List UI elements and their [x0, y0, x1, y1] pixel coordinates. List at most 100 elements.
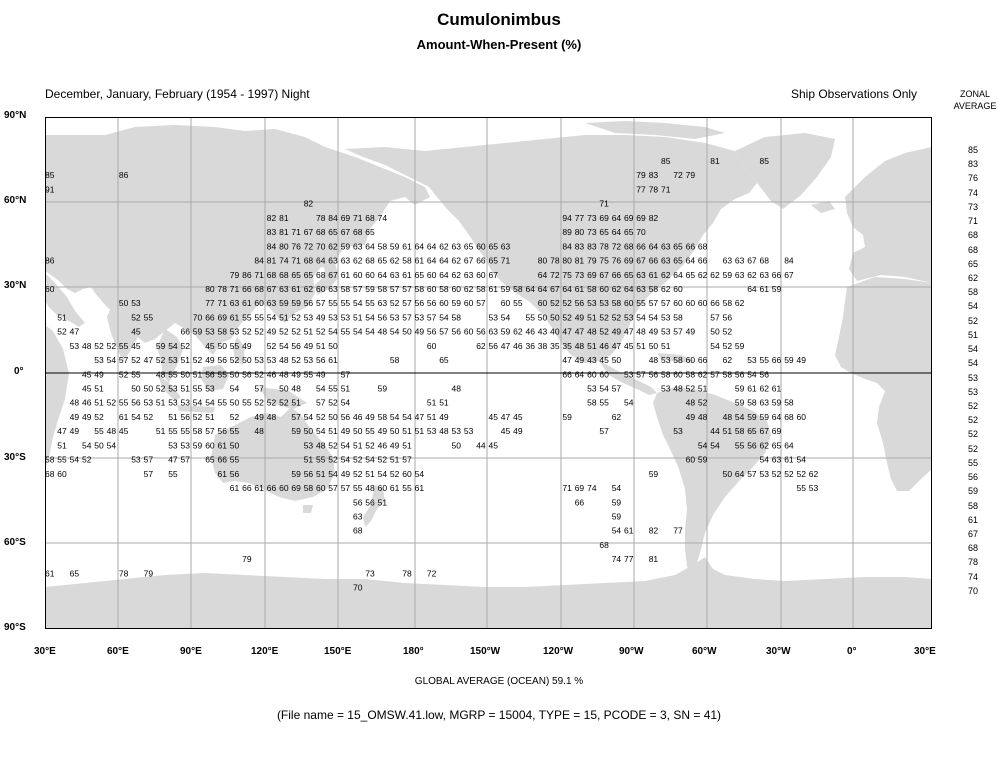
- grid-value: 63: [341, 256, 351, 266]
- lon-label-60e: 60°E: [107, 646, 129, 657]
- grid-value: 48: [673, 384, 683, 394]
- grid-value: 58: [723, 369, 733, 379]
- grid-value: 68: [599, 540, 609, 550]
- grid-value: 54: [710, 341, 720, 351]
- grid-value: 79: [636, 170, 646, 180]
- grid-value: 55: [328, 384, 338, 394]
- grid-value: 50: [328, 412, 338, 422]
- grid-value: 71: [501, 256, 511, 266]
- grid-value: 59: [784, 355, 794, 365]
- grid-value: 48: [587, 327, 597, 337]
- zonal-average-value: 65: [968, 258, 979, 269]
- grid-value: 56: [575, 298, 585, 308]
- grid-value: 61: [218, 440, 228, 450]
- grid-value: 51: [328, 426, 338, 436]
- grid-value: 52: [353, 469, 363, 479]
- chart-title: Cumulonimbus: [437, 10, 561, 29]
- grid-value: 73: [587, 227, 597, 237]
- grid-value: 79: [587, 256, 597, 266]
- grid-value: 57: [402, 455, 412, 465]
- grid-value: 53: [661, 312, 671, 322]
- zonal-average-value: 52: [968, 443, 979, 454]
- grid-value: 51: [402, 440, 412, 450]
- grid-value: 57: [649, 298, 659, 308]
- grid-value: 61: [45, 568, 55, 578]
- grid-value: 61: [119, 412, 129, 422]
- grid-value: 65: [439, 355, 449, 365]
- grid-value: 57: [612, 384, 622, 394]
- grid-value: 52: [599, 312, 609, 322]
- grid-value: 52: [772, 469, 782, 479]
- grid-value: 49: [94, 369, 104, 379]
- grid-value: 49: [575, 355, 585, 365]
- land-india: [107, 307, 141, 361]
- grid-value: 52: [365, 440, 375, 450]
- grid-value: 72: [427, 568, 437, 578]
- grid-value: 79: [242, 554, 252, 564]
- grid-value: 49: [205, 355, 215, 365]
- grid-value: 52: [181, 341, 191, 351]
- grid-value: 68: [760, 256, 770, 266]
- grid-value: 72: [550, 270, 560, 280]
- grid-value: 58: [723, 298, 733, 308]
- grid-value: 51: [205, 412, 215, 422]
- grid-value: 54: [415, 469, 425, 479]
- grid-value: 61: [649, 270, 659, 280]
- grid-value: 58: [476, 284, 486, 294]
- grid-value: 84: [254, 256, 264, 266]
- grid-value: 67: [760, 426, 770, 436]
- grid-value: 67: [784, 270, 794, 280]
- grid-value: 52: [291, 312, 301, 322]
- grid-value: 51: [94, 384, 104, 394]
- grid-value: 62: [698, 270, 708, 280]
- grid-value: 55: [735, 440, 745, 450]
- grid-value: 60: [673, 369, 683, 379]
- land-south-america: [653, 387, 771, 573]
- grid-value: 47: [575, 327, 585, 337]
- grid-value: 52: [723, 327, 733, 337]
- grid-value: 62: [809, 469, 819, 479]
- grid-value: 53: [168, 355, 178, 365]
- grid-value: 52: [328, 398, 338, 408]
- grid-value: 59: [291, 469, 301, 479]
- grid-value: 71: [661, 184, 671, 194]
- grid-value: 63: [489, 327, 499, 337]
- grid-value: 51: [661, 341, 671, 351]
- zonal-average-value: 51: [968, 329, 979, 340]
- grid-value: 56: [242, 369, 252, 379]
- grid-value: 59: [612, 497, 622, 507]
- grid-value: 62: [612, 284, 622, 294]
- grid-value: 48: [267, 412, 277, 422]
- grid-value: 64: [686, 256, 696, 266]
- grid-value: 59: [193, 440, 203, 450]
- grid-value: 43: [587, 355, 597, 365]
- grid-value: 52: [378, 455, 388, 465]
- grid-value: 50: [94, 440, 104, 450]
- grid-value: 60: [452, 284, 462, 294]
- grid-value: 52: [562, 298, 572, 308]
- grid-value: 54: [797, 455, 807, 465]
- grid-value: 62: [760, 440, 770, 450]
- lon-label-90e: 90°E: [180, 646, 202, 657]
- grid-value: 59: [501, 284, 511, 294]
- grid-value: 83: [575, 241, 585, 251]
- grid-value: 68: [279, 270, 289, 280]
- grid-value: 56: [378, 312, 388, 322]
- grid-value: 51: [427, 412, 437, 422]
- grid-value: 54: [402, 412, 412, 422]
- grid-value: 47: [57, 426, 67, 436]
- global-average: GLOBAL AVERAGE (OCEAN) 59.1 %: [414, 676, 584, 687]
- grid-value: 60: [501, 298, 511, 308]
- grid-value: 54: [70, 455, 80, 465]
- grid-value: 46: [82, 398, 92, 408]
- grid-value: 53: [328, 312, 338, 322]
- grid-value: 48: [279, 355, 289, 365]
- grid-value: 79: [686, 170, 696, 180]
- grid-value: 52: [193, 412, 203, 422]
- grid-value: 49: [686, 327, 696, 337]
- grid-value: 49: [365, 412, 375, 422]
- grid-value: 55: [218, 369, 228, 379]
- grid-value: 51: [698, 384, 708, 394]
- grid-value: 57: [144, 469, 154, 479]
- grid-value: 47: [501, 341, 511, 351]
